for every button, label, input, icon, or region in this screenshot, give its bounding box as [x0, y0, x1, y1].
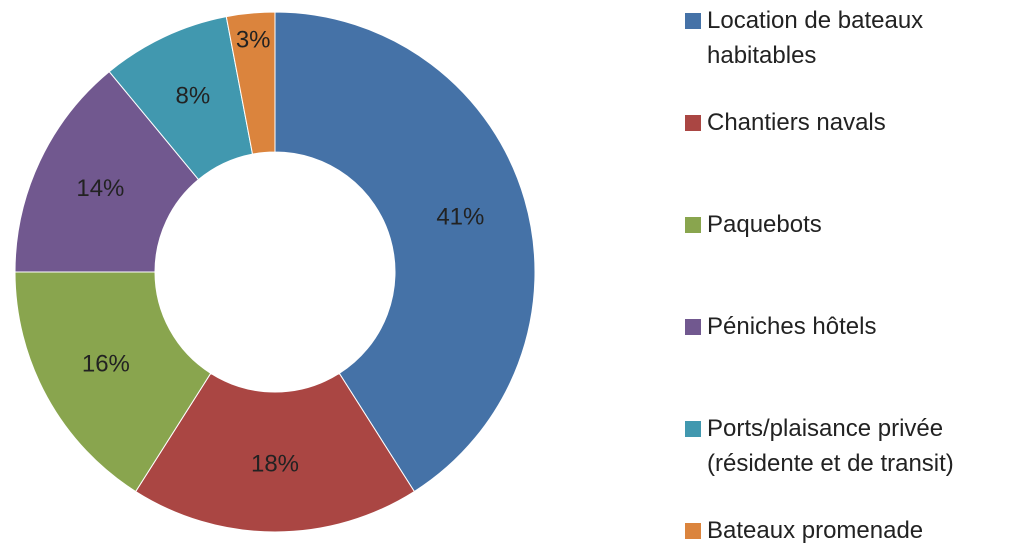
legend-item: Paquebots	[685, 207, 1025, 242]
legend-label: Péniches hôtels	[707, 313, 877, 340]
legend-swatch	[685, 13, 701, 29]
donut-plot: 41% 18% 16% 14% 8% 3%	[14, 11, 536, 533]
legend-swatch	[685, 421, 701, 437]
data-label: 16%	[82, 350, 130, 377]
legend-label: Bateaux promenade	[707, 517, 924, 544]
legend-item: Location de bateaux habitables	[685, 3, 1025, 73]
legend-swatch	[685, 217, 701, 233]
donut-slice	[14, 271, 212, 493]
data-label: 18%	[251, 450, 299, 477]
legend-item: Péniches hôtels	[685, 309, 1025, 344]
legend-item: Chantiers navals	[685, 105, 1025, 140]
donut-slice	[134, 372, 416, 533]
legend-label: Location de bateaux habitables	[707, 7, 924, 69]
data-label: 41%	[436, 203, 484, 230]
data-label: 14%	[76, 175, 124, 202]
donut-slice	[274, 11, 536, 493]
legend-swatch	[685, 115, 701, 131]
donut-slice	[14, 70, 200, 273]
legend-label: Ports/plaisance privée (résidente et de …	[707, 415, 954, 477]
data-label: 8%	[175, 83, 210, 110]
donut-slice	[225, 11, 276, 155]
legend-item: Ports/plaisance privée (résidente et de …	[685, 411, 1025, 481]
legend-label: Paquebots	[707, 211, 822, 238]
data-label: 3%	[236, 26, 271, 53]
legend-swatch	[685, 523, 701, 539]
legend-swatch	[685, 319, 701, 335]
legend-item: Bateaux promenade	[685, 513, 1025, 545]
legend-label: Chantiers navals	[707, 109, 886, 136]
